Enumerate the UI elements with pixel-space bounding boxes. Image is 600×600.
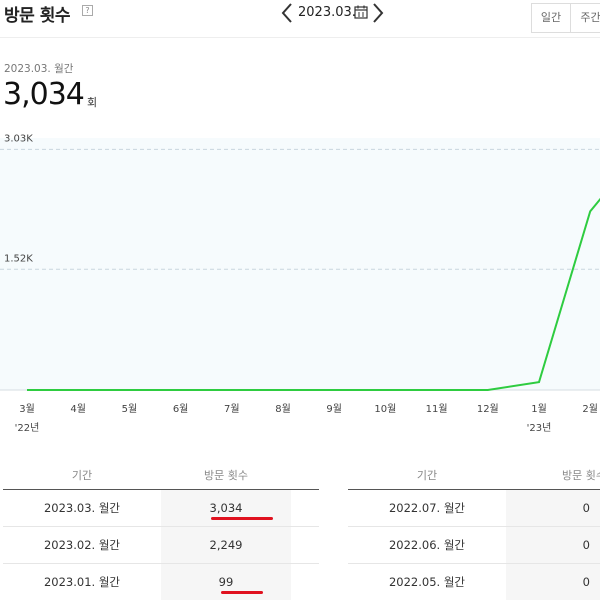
x-tick-label: 5월 [122, 403, 138, 415]
grid-lines [0, 148, 600, 270]
x-tick-label: 8월 [275, 403, 291, 415]
row-period: 2022.07. 월간 [388, 501, 466, 515]
x-tick-label: 1월 [531, 403, 547, 415]
tab-weekly[interactable]: 주간 [580, 11, 600, 24]
table-header: 기간 방문 횟수 [3, 462, 319, 490]
row-visits: 2,249 [161, 527, 291, 563]
x-tick-label: 7월 [224, 403, 240, 415]
row-visits: 0 [506, 527, 600, 563]
row-visits: 0 [506, 490, 600, 526]
header-visits: 방문 횟수 [562, 469, 600, 482]
row-period: 2023.01. 월간 [43, 575, 121, 589]
row-period: 2023.03. 월간 [43, 501, 121, 515]
x-tick-label: 10월 [374, 403, 396, 415]
y-tick-label: 3.03K [4, 133, 33, 144]
calendar-icon[interactable] [354, 5, 368, 19]
summary-unit: 회 [87, 96, 98, 109]
x-tick-label: 12월 [477, 403, 499, 415]
table-row: 2022.07. 월간 0 [348, 490, 600, 527]
row-period: 2023.02. 월간 [43, 538, 121, 552]
table-header: 기간 방문 횟수 [348, 462, 600, 490]
visits-table-right: 기간 방문 횟수 2022.07. 월간 0 2022.06. 월간 0 202… [348, 462, 600, 600]
y-tick-label: 1.52K [4, 253, 33, 264]
visits-table-left: 기간 방문 횟수 2023.03. 월간 3,034 2023.02. 월간 2… [3, 462, 319, 600]
view-toggle: 일간 주간 [531, 3, 600, 33]
table-row: 2023.01. 월간 99 [3, 564, 319, 600]
row-visits: 0 [506, 564, 600, 600]
x-tick-label: 3월 [19, 403, 35, 415]
highlight-underline [221, 591, 263, 594]
year-labels: '22년 '23년 [15, 422, 552, 434]
header-divider [0, 37, 600, 38]
header-visits: 방문 횟수 [204, 469, 248, 482]
chevron-right-icon[interactable] [371, 2, 385, 24]
summary-value: 3,034 [3, 77, 85, 112]
help-icon[interactable]: ? [82, 5, 93, 16]
table-row: 2023.03. 월간 3,034 [3, 490, 319, 527]
page-title: 방문 횟수 [4, 6, 70, 26]
chevron-left-icon[interactable] [280, 2, 294, 24]
year-label: '22년 [15, 422, 40, 434]
year-label: '23년 [527, 422, 552, 434]
header-period: 기간 [416, 469, 438, 482]
summary-period-label: 2023.03. 월간 [4, 63, 74, 75]
highlight-underline [211, 517, 273, 520]
row-visits: 99 [161, 564, 291, 600]
table-row: 2023.02. 월간 2,249 [3, 527, 319, 564]
header-period: 기간 [71, 469, 93, 482]
table-row: 2022.06. 월간 0 [348, 527, 600, 564]
series-line [27, 197, 600, 391]
row-period: 2022.05. 월간 [388, 575, 466, 589]
x-tick-label: 4월 [70, 403, 86, 415]
x-axis-ticks: 3월4월5월6월7월8월9월10월11월12월1월2월3월 [19, 403, 598, 415]
x-tick-label: 6월 [173, 403, 189, 415]
x-tick-label: 2월 [582, 403, 598, 415]
current-period-label: 2023.03. [298, 5, 356, 20]
row-visits: 3,034 [161, 490, 291, 526]
tab-daily[interactable]: 일간 [532, 4, 572, 32]
x-tick-label: 9월 [326, 403, 342, 415]
row-period: 2022.06. 월간 [388, 538, 466, 552]
table-row: 2022.05. 월간 0 [348, 564, 600, 600]
x-tick-label: 11월 [426, 403, 448, 415]
plot-background [0, 138, 600, 390]
y-axis-ticks: 1.52K 3.03K [4, 133, 33, 264]
